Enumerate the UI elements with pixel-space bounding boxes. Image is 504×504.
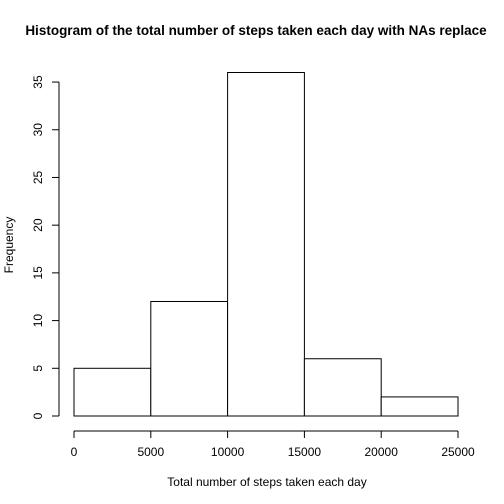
- y-axis-title: Frequency: [2, 217, 16, 274]
- y-tick-label: 10: [31, 314, 45, 328]
- y-axis: 0 5 10 15 20 25 30 35: [31, 75, 60, 419]
- y-tick-label: 5: [31, 365, 45, 372]
- y-tick-label: 20: [31, 218, 45, 232]
- x-axis: 0 5000 10000 15000 20000 25000: [71, 430, 475, 459]
- bars-layer: [73, 72, 459, 417]
- y-tick-label: 15: [31, 266, 45, 280]
- y-tick-label: 30: [31, 123, 45, 137]
- histogram-bar-3: [303, 358, 382, 417]
- x-tick-label: 0: [71, 445, 78, 459]
- histogram-bar-4: [380, 396, 459, 417]
- y-tick-label: 25: [31, 170, 45, 184]
- x-tick-label: 5000: [137, 445, 164, 459]
- x-axis-title: Total number of steps taken each day: [167, 475, 366, 489]
- histogram-bar-0: [73, 367, 152, 417]
- x-tick-label: 10000: [211, 445, 245, 459]
- x-tick-label: 25000: [441, 445, 475, 459]
- chart-title: Histogram of the total number of steps t…: [25, 23, 487, 38]
- y-tick-label: 0: [31, 412, 45, 419]
- histogram-bar-2: [227, 72, 305, 417]
- x-tick-label: 20000: [365, 445, 399, 459]
- y-tick-label: 35: [31, 75, 45, 89]
- histogram-bar-1: [150, 301, 229, 417]
- x-tick-label: 15000: [288, 445, 322, 459]
